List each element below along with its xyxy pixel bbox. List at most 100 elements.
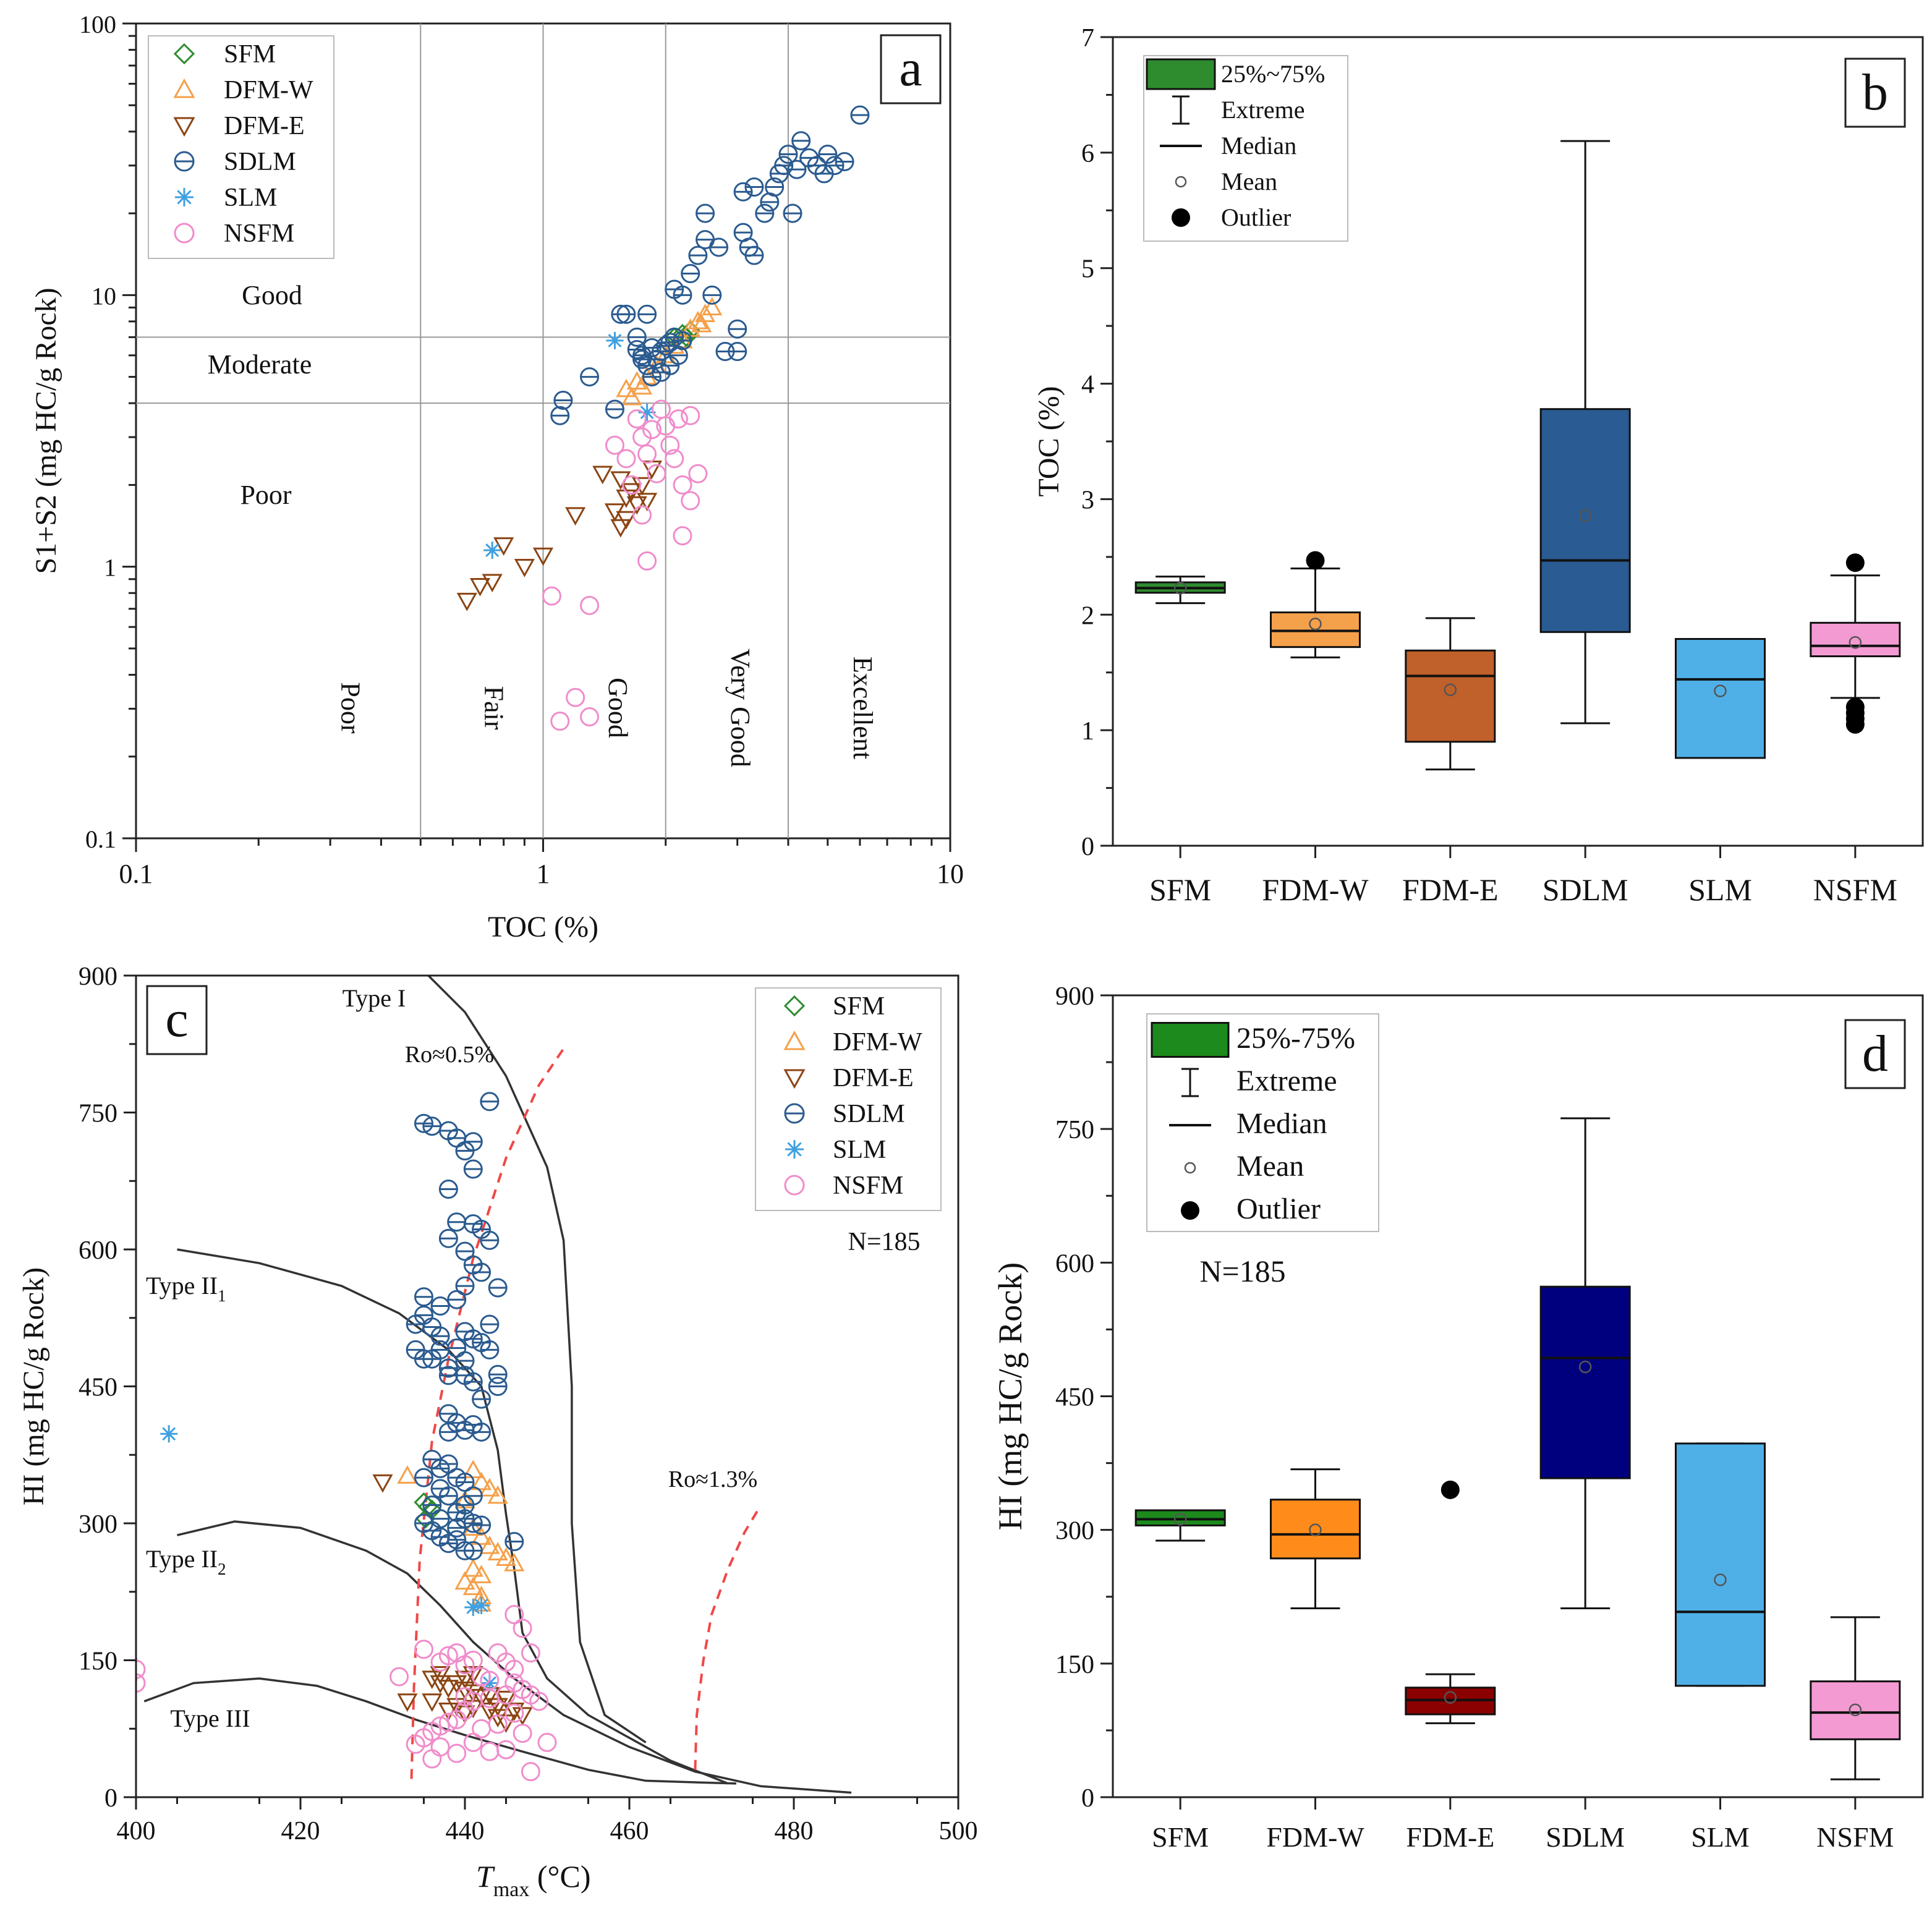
legend-box <box>755 987 942 1211</box>
y-tick-label: 7 <box>1081 24 1094 53</box>
y-axis-title: TOC (%) <box>1032 386 1065 496</box>
data-point <box>642 420 662 440</box>
box-fdm-w <box>1270 551 1361 658</box>
data-point <box>438 1680 459 1698</box>
data-point <box>610 519 631 538</box>
data-point <box>438 1454 458 1474</box>
data-point <box>455 1241 475 1261</box>
iqr-box <box>1810 621 1901 658</box>
legend-swatch <box>1146 58 1216 90</box>
mean-marker <box>1309 617 1322 631</box>
panel-label-box <box>1844 57 1906 128</box>
data-point <box>513 1724 532 1743</box>
x-category-label: NSFM <box>1816 1821 1894 1853</box>
box-fdm-e <box>1405 1480 1496 1724</box>
x-category-label: SFM <box>1152 1821 1209 1853</box>
iqr-box <box>1405 649 1496 743</box>
y-tick-label: 1 <box>1081 717 1094 746</box>
data-point <box>550 711 570 731</box>
panel-a <box>122 22 951 852</box>
box-nsfm <box>1810 1616 1901 1780</box>
panel-d-legend <box>1146 1013 1379 1232</box>
mean-marker <box>1578 509 1592 522</box>
data-point <box>504 1532 524 1552</box>
data-point <box>479 1478 500 1497</box>
data-point <box>631 376 653 395</box>
data-point <box>660 333 680 352</box>
data-point <box>622 475 642 495</box>
data-point <box>513 1619 532 1638</box>
data-point <box>462 1576 483 1596</box>
legend-marker <box>783 995 806 1017</box>
y-tick-label: 300 <box>79 1510 117 1539</box>
y-tick-label: 900 <box>1055 982 1094 1011</box>
data-point <box>696 230 715 250</box>
panel-b-legend <box>1143 55 1348 242</box>
data-point <box>651 399 671 419</box>
data-point <box>414 1468 433 1487</box>
legend-marker <box>173 117 195 137</box>
data-point <box>496 1740 516 1759</box>
mean-marker <box>1849 636 1862 649</box>
box-nsfm <box>1810 553 1901 734</box>
data-point <box>463 1541 483 1560</box>
x-category-label: FDM-E <box>1406 1821 1494 1853</box>
outlier-point <box>1845 553 1865 572</box>
panel-c-data <box>136 1092 557 1782</box>
data-point <box>472 1596 490 1614</box>
y-tick-label: 6 <box>1081 140 1094 168</box>
data-point <box>728 319 747 339</box>
type-label-sub: 1 <box>218 1287 226 1305</box>
y-tick-label: 450 <box>1055 1384 1094 1412</box>
legend-label: Outlier <box>1221 203 1291 231</box>
data-point <box>681 264 700 284</box>
data-point <box>438 1228 458 1248</box>
legend-label: Median <box>1221 132 1296 160</box>
x-category-label: SDLM <box>1543 872 1628 907</box>
data-point <box>480 1092 500 1112</box>
data-point <box>778 145 798 164</box>
mean-marker <box>1714 684 1727 697</box>
data-point <box>454 1571 475 1590</box>
data-point <box>397 1693 418 1712</box>
x-category-label: FDM-E <box>1402 872 1499 907</box>
data-point <box>479 1535 500 1554</box>
data-point <box>755 203 775 223</box>
data-point <box>709 237 729 257</box>
y-tick-label: 2 <box>1081 602 1094 630</box>
data-point <box>455 1141 475 1161</box>
data-point <box>136 1659 146 1679</box>
panel-label: c <box>165 990 188 1048</box>
data-point <box>529 1691 549 1711</box>
type-label-main: Type II <box>146 1545 218 1573</box>
data-point <box>430 1675 451 1694</box>
data-point <box>592 466 613 485</box>
mean-marker <box>1714 1573 1727 1586</box>
data-point <box>463 1732 483 1752</box>
data-point <box>462 1460 483 1479</box>
x-category-label: NSFM <box>1813 872 1897 907</box>
data-point <box>463 1486 483 1506</box>
maturity-line <box>694 1504 762 1770</box>
data-point <box>422 1670 443 1690</box>
mean-marker <box>1173 1513 1187 1526</box>
data-point <box>471 1565 492 1583</box>
maturity-label: Ro≈0.5% <box>405 1042 494 1068</box>
data-point <box>605 435 624 455</box>
x-tick-label: 1 <box>537 859 550 889</box>
data-point <box>447 1290 467 1309</box>
legend-marker-stroke <box>177 190 192 205</box>
panel-a-legend <box>148 35 334 259</box>
legend-label: Median <box>1236 1107 1327 1140</box>
data-point <box>447 1212 467 1232</box>
kerogen-curves <box>143 976 852 1794</box>
data-point <box>605 399 624 419</box>
data-point <box>681 406 700 425</box>
legend-marker <box>174 151 195 172</box>
legend-label: SDLM <box>224 148 296 176</box>
panel-label-box <box>1844 1019 1906 1089</box>
panel-label: d <box>1862 1025 1888 1083</box>
data-point <box>744 177 764 197</box>
data-point <box>447 1518 467 1538</box>
data-point <box>487 1485 508 1504</box>
